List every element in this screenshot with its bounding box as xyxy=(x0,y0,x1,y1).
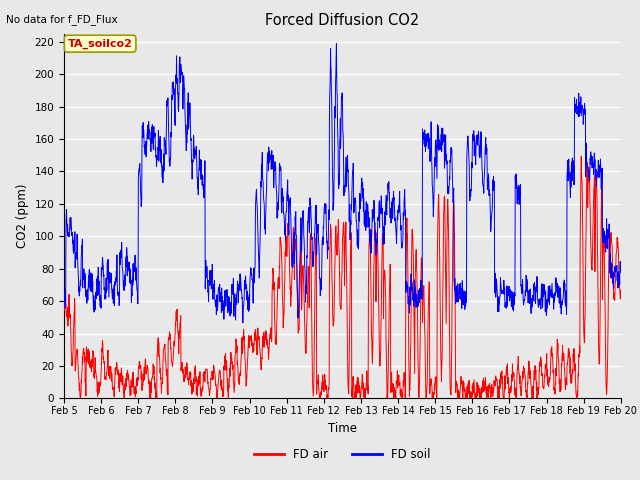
Legend: FD air, FD soil: FD air, FD soil xyxy=(250,443,435,466)
Title: Forced Diffusion CO2: Forced Diffusion CO2 xyxy=(265,13,420,28)
X-axis label: Time: Time xyxy=(328,421,357,434)
Text: No data for f_FD_Flux: No data for f_FD_Flux xyxy=(6,14,118,25)
Y-axis label: CO2 (ppm): CO2 (ppm) xyxy=(16,184,29,248)
Text: TA_soilco2: TA_soilco2 xyxy=(68,38,132,49)
